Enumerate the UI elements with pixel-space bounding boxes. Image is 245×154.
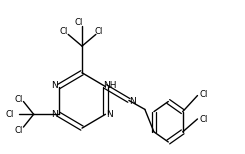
Text: N: N <box>51 110 58 119</box>
Text: Cl: Cl <box>74 18 83 26</box>
Text: Cl: Cl <box>14 95 23 104</box>
Text: Cl: Cl <box>5 110 14 119</box>
Text: Cl: Cl <box>95 27 103 36</box>
Text: Cl: Cl <box>14 126 23 135</box>
Text: Cl: Cl <box>59 27 68 36</box>
Text: Cl: Cl <box>200 115 208 124</box>
Text: N: N <box>106 110 113 119</box>
Text: Cl: Cl <box>200 90 208 99</box>
Text: NH: NH <box>104 81 117 90</box>
Text: N: N <box>51 81 58 90</box>
Text: N: N <box>129 97 135 106</box>
